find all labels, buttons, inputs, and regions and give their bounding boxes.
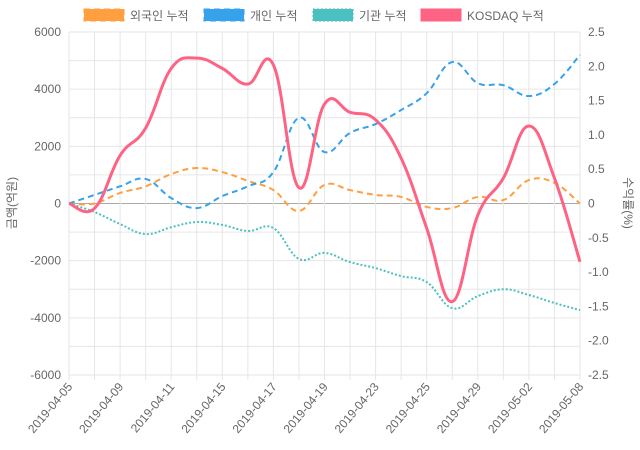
y-left-tick-label: 6000	[34, 25, 61, 39]
y-left-tick-label: -4000	[30, 311, 61, 325]
y-axis-right-title: 수익률(%)	[621, 177, 635, 229]
series-lines	[68, 54, 582, 312]
x-tick-label: 2019-04-29	[434, 380, 484, 436]
y-axis-left: -6000 -4000 -2000 0 2000 4000 6000	[30, 25, 61, 382]
x-tick-label: 2019-05-02	[485, 380, 535, 436]
x-tick-label: 2019-04-05	[25, 380, 75, 436]
y-axis-left-title: 금액(억원)	[5, 177, 19, 229]
x-axis: 2019-04-05 2019-04-09 2019-04-11 2019-04-15…	[25, 380, 586, 436]
legend-label: 개인 누적	[250, 9, 298, 23]
y-axis-right: -2.5 -2.0 -1.5 -1.0 -0.5 0 0.5 1.0 1.5 2.0 2.5	[588, 25, 609, 382]
y-right-tick-label: -2.0	[588, 334, 609, 348]
x-tick-label: 2019-04-17	[230, 380, 280, 436]
y-right-tick-label: -1.5	[588, 299, 609, 313]
legend-label: 외국인 누적	[130, 9, 189, 23]
legend-swatch	[420, 8, 462, 22]
legend-swatch	[312, 8, 354, 22]
x-tick-label: 2019-05-08	[536, 380, 586, 436]
legend: 외국인 누적 개인 누적 기관 누적 KOSDAQ 누적	[83, 8, 544, 23]
legend-swatch	[83, 8, 125, 22]
y-right-tick-label: 2.0	[588, 59, 605, 73]
y-right-tick-label: 1.0	[588, 128, 605, 142]
y-left-tick-label: 0	[54, 197, 61, 211]
x-tick-label: 2019-04-11	[128, 380, 178, 436]
y-left-tick-label: -2000	[30, 254, 61, 268]
y-left-tick-label: -6000	[30, 368, 61, 382]
y-right-tick-label: -0.5	[588, 231, 609, 245]
x-tick-label: 2019-04-09	[76, 380, 126, 436]
y-right-tick-label: 0.5	[588, 162, 605, 176]
legend-label: 기관 누적	[359, 9, 407, 23]
y-right-tick-label: -2.5	[588, 368, 609, 382]
y-right-tick-label: -1.0	[588, 265, 609, 279]
y-left-tick-label: 2000	[34, 139, 61, 153]
legend-swatch	[203, 8, 245, 22]
series-line-3	[68, 56, 582, 304]
series-line-2	[68, 202, 581, 312]
x-tick-label: 2019-04-19	[281, 380, 331, 436]
y-right-tick-label: 2.5	[588, 25, 605, 39]
series-line-1	[68, 54, 581, 210]
x-tick-label: 2019-04-23	[332, 380, 382, 436]
y-left-tick-label: 4000	[34, 82, 61, 96]
series-line-0	[68, 167, 581, 212]
y-right-tick-label: 1.5	[588, 94, 605, 108]
y-right-tick-label: 0	[588, 197, 595, 211]
x-tick-label: 2019-04-25	[383, 380, 433, 436]
x-tick-label: 2019-04-15	[178, 380, 228, 436]
legend-label: KOSDAQ 누적	[467, 9, 544, 23]
grid	[68, 31, 581, 380]
